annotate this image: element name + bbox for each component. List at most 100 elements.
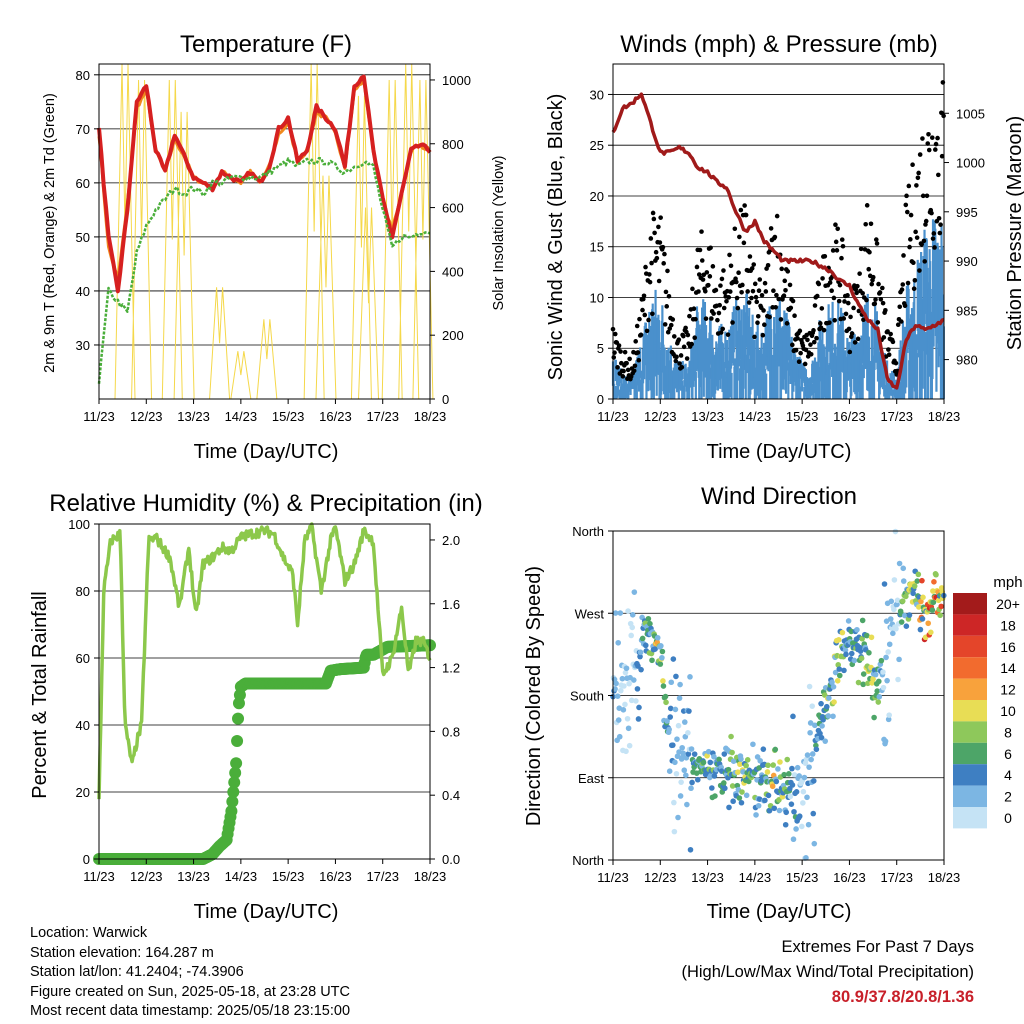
wind-direction-point [891, 606, 897, 613]
gust-point [652, 230, 657, 236]
sonic-wind-points [611, 219, 945, 399]
wind-direction-point [803, 855, 809, 861]
y-right-tick-label: 200 [442, 328, 464, 343]
gust-point [717, 302, 722, 308]
gust-point [930, 236, 936, 241]
wind-direction-point [789, 782, 796, 788]
y-right-tick-label: 1.2 [442, 661, 460, 676]
gust-point [719, 276, 725, 282]
rainfall-point [231, 734, 244, 747]
gust-point [910, 162, 915, 167]
gust-point [641, 293, 647, 299]
gust-point [926, 147, 932, 153]
gust-point [860, 290, 865, 296]
elevation-text: Station elevation: 164.287 m [30, 944, 214, 961]
wind-direction-point [730, 758, 737, 764]
gust-point [773, 304, 778, 310]
station-pressure-line [611, 92, 945, 390]
wind-direction-point [623, 665, 630, 672]
wind-direction-point [783, 809, 790, 816]
wind-direction-point [806, 764, 812, 770]
x-tick-label: 14/23 [225, 409, 258, 424]
wind-direction-point [903, 623, 910, 629]
gust-point [628, 374, 634, 379]
gust-point [798, 350, 803, 356]
gust-point [720, 326, 726, 332]
wind-direction-point [818, 734, 825, 741]
wind-direction-point [631, 589, 638, 595]
extremes-box: Extremes For Past 7 Days (High/Low/Max W… [681, 935, 974, 1010]
wind-direction-point [880, 669, 886, 675]
gust-point [781, 293, 787, 298]
wind-direction-point [672, 706, 679, 713]
rainfall-point [227, 786, 240, 798]
x-tick-label: 15/23 [272, 409, 305, 424]
y-right-tick-label: 1005 [956, 106, 985, 121]
wind-direction-point [624, 715, 631, 722]
gust-point [772, 234, 778, 240]
gust-point [841, 316, 847, 321]
gust-point [631, 368, 637, 374]
gust-point [920, 136, 925, 141]
wind-direction-point [782, 821, 789, 828]
wind-direction-point [664, 718, 670, 724]
wind-direction-point [893, 625, 899, 632]
y-tick-label: 15 [590, 240, 604, 255]
wind-direction-point [671, 828, 678, 835]
wind-direction-point [820, 717, 826, 723]
gust-point [650, 210, 656, 216]
wind-direction-point [616, 733, 623, 740]
gust-point [620, 374, 626, 379]
gust-point [634, 323, 640, 329]
wind-direction-point [674, 736, 680, 742]
gust-point [911, 260, 916, 265]
temperature-ylabel: 2m & 9m T (Red, Orange) & 2m Td (Green) [42, 93, 58, 373]
wind-direction-point [875, 699, 882, 705]
gust-point [657, 240, 663, 245]
wind-direction-point [720, 780, 727, 786]
gust-point [914, 235, 920, 240]
gust-point [898, 319, 904, 324]
humidity-plot-frame [98, 523, 431, 860]
x-tick-label: 15/23 [786, 409, 819, 424]
gust-point [908, 212, 914, 218]
x-tick-label: 18/23 [414, 869, 447, 884]
gust-point [703, 288, 708, 294]
y-right-tick-label: 2.0 [442, 533, 460, 548]
wind-direction-point [677, 793, 684, 799]
wind-direction-point [670, 742, 676, 748]
wind-direction-point [771, 805, 778, 812]
gust-point [703, 316, 709, 321]
wind-direction-point [686, 708, 692, 714]
wind-direction-point [791, 772, 798, 778]
gust-point [833, 239, 839, 245]
wind-direction-point [891, 577, 898, 583]
gust-point [935, 135, 940, 141]
gust-point [762, 280, 768, 286]
temperature-2m-line [97, 74, 432, 294]
gust-point [767, 314, 772, 320]
gust-point [938, 222, 943, 227]
location-text: Location: Warwick [30, 925, 148, 941]
gust-point [684, 356, 690, 361]
gust-point [924, 193, 930, 199]
wind-direction-point [666, 726, 672, 733]
extremes-title: Extremes For Past 7 Days [781, 938, 974, 956]
gust-point [715, 317, 720, 323]
gust-point [650, 311, 655, 317]
gust-point [836, 298, 842, 304]
wind-direction-point [642, 642, 649, 649]
colorbar-label: 2 [1004, 789, 1012, 805]
y-tick-label: 30 [76, 338, 90, 353]
wind-direction-point [764, 769, 771, 775]
wind-direction-point [744, 757, 751, 763]
gust-point [912, 278, 918, 283]
wind-direction-point [625, 725, 632, 732]
gust-point [625, 367, 631, 373]
wind-direction-point [662, 693, 669, 700]
x-tick-label: 11/23 [83, 869, 115, 884]
wind-direction-point [738, 799, 745, 806]
wind-direction-point [623, 748, 629, 755]
wind-direction-point [896, 656, 902, 663]
gust-point [632, 363, 638, 369]
